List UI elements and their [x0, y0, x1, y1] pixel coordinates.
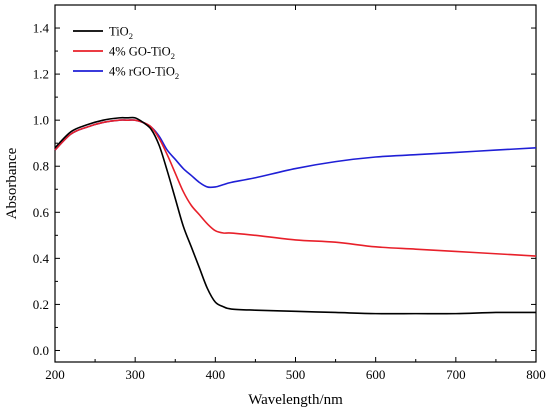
x-tick-label: 400	[206, 367, 226, 382]
y-tick-label: 0.6	[33, 205, 50, 220]
plot-frame	[54, 4, 537, 363]
legend-label: 4% GO-TiO2	[109, 45, 175, 62]
legend-label-main: 4% rGO-TiO	[109, 65, 175, 79]
legend-label-main: 4% GO-TiO	[109, 45, 171, 59]
series-layer	[54, 116, 537, 315]
legend-label-subscript: 2	[175, 71, 179, 81]
y-tick-label: 1.0	[33, 113, 49, 128]
series-line-2	[54, 119, 537, 189]
legend-label: 4% rGO-TiO2	[109, 65, 179, 82]
x-axis-ticks: 200 300 400 500 600 700 800	[45, 5, 546, 382]
x-tick-label: 800	[526, 367, 546, 382]
y-axis-ticks: 0.0 0.2 0.4 0.6 0.8 1.0 1.2 1.4	[33, 21, 536, 358]
x-tick-label: 200	[45, 367, 65, 382]
y-tick-label: 0.2	[33, 297, 49, 312]
plot-border	[54, 4, 537, 363]
legend-label-main: TiO	[109, 25, 129, 39]
y-tick-label: 0.4	[33, 251, 50, 266]
series-line-1	[54, 119, 537, 257]
x-tick-label: 500	[286, 367, 306, 382]
x-tick-label: 600	[366, 367, 386, 382]
y-tick-label: 0.0	[33, 343, 49, 358]
y-tick-label: 0.8	[33, 159, 49, 174]
y-axis-label: Absorbance	[4, 147, 20, 219]
legend-label-subscript: 2	[171, 51, 175, 61]
series-line-0	[54, 116, 537, 315]
x-tick-label: 300	[125, 367, 145, 382]
y-tick-label: 1.2	[33, 67, 49, 82]
legend-label-subscript: 2	[129, 31, 133, 41]
x-tick-label: 700	[446, 367, 466, 382]
legend-label: TiO2	[109, 25, 133, 42]
y-tick-label: 1.4	[33, 21, 50, 36]
x-axis-label: Wavelength/nm	[248, 392, 343, 408]
